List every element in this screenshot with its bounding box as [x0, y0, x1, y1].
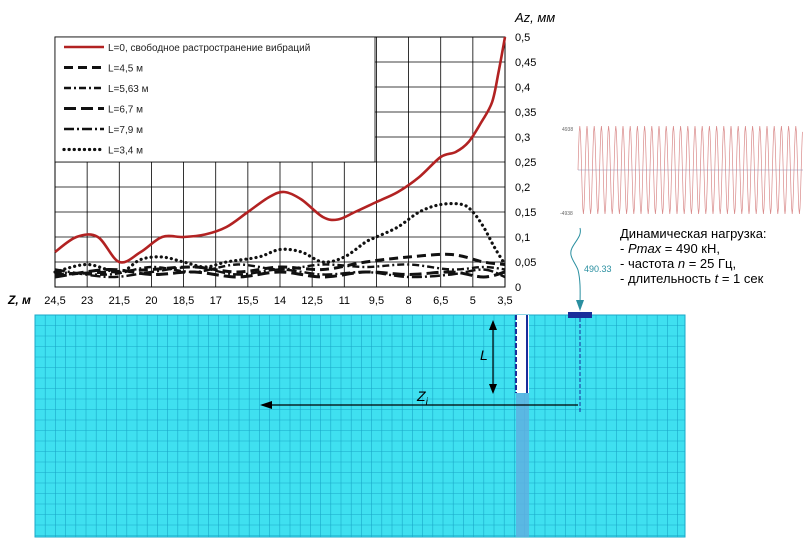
x-axis-label: Z, м [7, 293, 31, 307]
series-line-0 [54, 36, 507, 264]
x-tick-label: 24,5 [44, 295, 65, 307]
y-tick-label: 0,45 [515, 57, 536, 69]
load-duration: - длительность t = 1 сек [620, 271, 764, 286]
distance-dimension: Zi [260, 388, 578, 409]
legend-label: L=0, свободное растространение вибраций [108, 42, 310, 54]
series-line-4 [54, 265, 506, 279]
chart: 0 0,05 0,1 0,15 0,2 0,25 0,3 0,35 0,4 0,45 0,5 24,… [7, 10, 555, 307]
x-tick-label: 15,5 [237, 295, 258, 307]
x-tick-label: 12,5 [301, 295, 322, 307]
load-cap [568, 312, 592, 318]
load-arrow: 490.33 [570, 227, 612, 311]
y-tick-label: 0,4 [515, 82, 530, 94]
x-tick-label: 21,5 [109, 295, 130, 307]
depth-dimension: L [480, 320, 497, 394]
x-tick-label: 9,5 [369, 295, 384, 307]
y-tick-labels: 0 0,05 0,1 0,15 0,2 0,25 0,3 0,35 0,4 0,45 0,5 [515, 32, 536, 294]
legend-box [54, 36, 376, 163]
legend: L=0, свободное растространение вибраций L… [54, 36, 376, 163]
series-layer [53, 36, 507, 279]
y-tick-label: 0 [515, 282, 521, 294]
series-line-2 [54, 263, 506, 276]
y-tick-label: 0,3 [515, 132, 530, 144]
x-tick-label: 23 [81, 295, 93, 307]
trench-column [516, 393, 529, 537]
y-tick-label: 0,2 [515, 182, 530, 194]
soil-model: L Zi [34, 312, 686, 538]
y-tick-label: 0,1 [515, 232, 530, 244]
legend-label: L=7,9 м [108, 125, 143, 136]
x-tick-label: 17 [210, 295, 222, 307]
legend-label: L=6,7 м [108, 105, 143, 116]
x-tick-label: 8 [406, 295, 412, 307]
x-tick-label: 6,5 [433, 295, 448, 307]
series-line-5 [53, 201, 507, 274]
x-tick-label: 20 [145, 295, 157, 307]
y-tick-label: 0,25 [515, 157, 536, 169]
load-description: Динамическая нагрузка: - Pmax = 490 кН, … [620, 226, 767, 286]
series-line-3 [54, 267, 506, 279]
legend-label: L=4,5 м [108, 64, 143, 75]
load-title: Динамическая нагрузка: [620, 226, 767, 241]
dim-Z-label: Zi [416, 388, 429, 408]
x-tick-label: 11 [339, 295, 350, 307]
trench-gap [516, 315, 529, 393]
y-tick-label: 0,5 [515, 32, 530, 44]
signal-bottom-label: -4938 [560, 211, 573, 217]
y-tick-label: 0,35 [515, 107, 536, 119]
x-tick-label: 18,5 [173, 295, 194, 307]
legend-label: L=3,4 м [108, 146, 143, 157]
load-signal-inset: 4938 -4938 [560, 125, 803, 217]
load-value-tag: 490.33 [584, 264, 612, 274]
x-tick-label: 14 [274, 295, 286, 307]
signal-waveform [577, 125, 803, 215]
soil-mesh [34, 314, 685, 537]
x-tick-labels: 24,5 23 21,5 20 18,5 17 15,5 14 12,5 11 9,5 8 6,5 5 3,… [44, 295, 512, 307]
x-tick-label: 3,5 [497, 295, 512, 307]
y-tick-label: 0,15 [515, 207, 536, 219]
load-pmax: - Pmax = 490 кН, [620, 241, 720, 256]
signal-wave [577, 125, 803, 215]
x-tick-label: 5 [470, 295, 476, 307]
dim-L-label: L [480, 347, 488, 363]
signal-top-label: 4938 [562, 127, 573, 133]
y-axis-label: Az, мм [514, 10, 555, 25]
y-tick-label: 0,05 [515, 257, 536, 269]
soil-body [34, 314, 686, 538]
load-frequency: - частота n = 25 Гц, [620, 256, 736, 271]
legend-label: L=5,63 м [108, 84, 149, 95]
